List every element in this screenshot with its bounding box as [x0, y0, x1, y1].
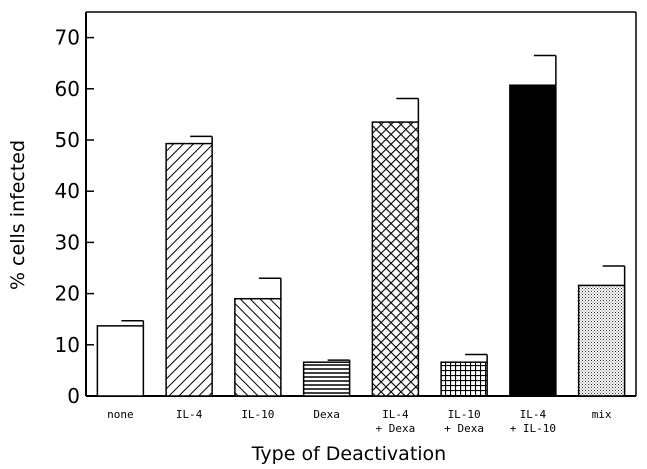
x-tick-label: IL-4 — [520, 408, 547, 421]
bar — [509, 84, 557, 397]
y-tick-label: 30 — [55, 230, 80, 254]
x-tick-label-line2: + IL-10 — [510, 422, 556, 435]
y-tick-label: 60 — [55, 77, 80, 101]
bar — [371, 121, 420, 397]
y-tick-label: 10 — [55, 333, 80, 357]
x-tick-label: IL-4 — [382, 408, 409, 421]
x-tick-label-line2: + Dexa — [444, 422, 484, 435]
x-tick-label: mix — [592, 408, 612, 421]
y-tick-label: 20 — [55, 282, 80, 306]
y-tick-label: 50 — [55, 128, 80, 152]
y-tick-label: 0 — [67, 384, 80, 408]
bar — [577, 284, 626, 397]
y-tick-label: 40 — [55, 179, 80, 203]
bar — [165, 142, 213, 397]
x-tick-label: IL-4 — [176, 408, 203, 421]
x-tick-label-line2: + Dexa — [376, 422, 416, 435]
x-tick-label: Dexa — [313, 408, 340, 421]
x-tick-label: IL-10 — [241, 408, 274, 421]
x-tick-label: none — [107, 408, 134, 421]
x-tick-label: IL-10 — [448, 408, 481, 421]
x-axis-label: Type of Deactivation — [251, 443, 446, 465]
bar — [234, 297, 282, 397]
bar — [96, 325, 145, 397]
y-tick-label: 70 — [55, 26, 80, 50]
bar — [302, 361, 351, 397]
y-axis-label: % cells infected — [7, 140, 29, 290]
bar — [440, 361, 488, 397]
